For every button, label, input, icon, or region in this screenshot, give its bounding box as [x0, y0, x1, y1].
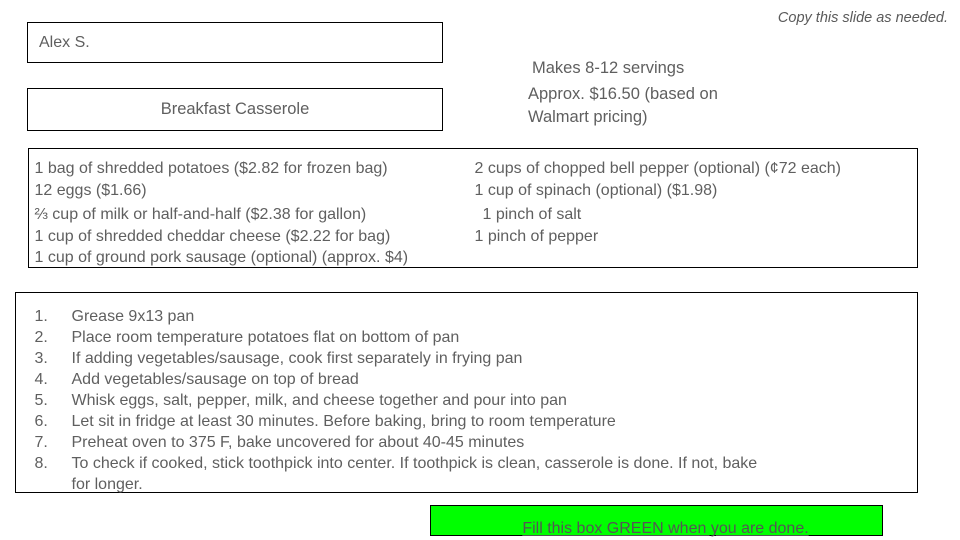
step-text: If adding vegetables/sausage, cook first…: [71, 350, 523, 367]
step-text: Grease 9x13 pan: [71, 308, 195, 325]
recipe-title: Breakfast Casserole: [160, 100, 310, 118]
step-text: Add vegetables/sausage on top of bread: [71, 371, 359, 388]
step-number: 2.: [34, 329, 48, 346]
step-number: 3.: [34, 350, 48, 367]
step-number: 1.: [34, 308, 48, 325]
step-number: 6.: [34, 413, 48, 430]
servings-text: Makes 8-12 servings: [532, 59, 685, 77]
ingredient-item: ⅔ cup of milk or half-and-half ($2.38 fo…: [34, 206, 367, 223]
instruction-step: 8. To check if cooked, stick toothpick i…: [35, 453, 908, 495]
instruction-step: 2. Place room temperature potatoes flat …: [35, 327, 908, 348]
ingredients-textbox[interactable]: 1 bag of shredded potatoes ($2.82 for fr…: [28, 148, 918, 268]
step-text: Whisk eggs, salt, pepper, milk, and chee…: [71, 392, 567, 409]
instruction-step: 4. Add vegetables/sausage on top of brea…: [35, 369, 908, 390]
ingredient-item: 1 pinch of salt: [482, 206, 582, 223]
step-number: 8.: [34, 455, 48, 472]
instruction-step: 7. Preheat oven to 375 F, bake uncovered…: [35, 432, 908, 453]
step-text: To check if cooked, stick toothpick into…: [71, 455, 758, 493]
step-number: 7.: [34, 434, 48, 451]
ingredient-item: 1 cup of spinach (optional) ($1.98): [474, 181, 718, 199]
recipe-title-textbox[interactable]: Breakfast Casserole: [27, 88, 443, 131]
ingredient-item: 2 cups of chopped bell pepper (optional)…: [474, 160, 841, 177]
step-number: 4.: [34, 371, 48, 388]
step-text: Place room temperature potatoes flat on …: [71, 329, 460, 346]
ingredients-left-column: 1 bag of shredded potatoes ($2.82 for fr…: [35, 158, 409, 269]
instruction-step: 6. Let sit in fridge at least 30 minutes…: [35, 411, 908, 432]
step-text: Preheat oven to 375 F, bake uncovered fo…: [71, 434, 525, 451]
cost-text: Approx. $16.50 (based on Walmart pricing…: [528, 85, 718, 126]
instruction-step: 5. Whisk eggs, salt, pepper, milk, and c…: [35, 390, 908, 411]
instructions-textbox[interactable]: 1. Grease 9x13 pan 2. Place room tempera…: [15, 292, 918, 493]
ingredient-item: 1 bag of shredded potatoes ($2.82 for fr…: [34, 160, 388, 177]
ingredient-item: 1 cup of ground pork sausage (optional) …: [34, 249, 409, 266]
ingredient-item: 1 cup of shredded cheddar cheese ($2.22 …: [34, 227, 391, 245]
instruction-step: 3. If adding vegetables/sausage, cook fi…: [35, 348, 908, 369]
student-name-textbox[interactable]: Alex S.: [27, 22, 443, 63]
ingredient-item: 12 eggs ($1.66): [34, 181, 147, 199]
copy-note: Copy this slide as needed.: [777, 10, 948, 26]
ingredient-item: 1 pinch of pepper: [474, 227, 599, 245]
student-name: Alex S.: [39, 33, 90, 51]
done-status-box[interactable]: Fill this box GREEN when you are done.: [430, 505, 883, 537]
ingredients-right-column: 2 cups of chopped bell pepper (optional)…: [475, 158, 841, 247]
step-number: 5.: [34, 392, 48, 409]
instruction-step: 1. Grease 9x13 pan: [35, 306, 908, 327]
step-text: Let sit in fridge at least 30 minutes. B…: [71, 413, 616, 430]
done-status-label: Fill this box GREEN when you are done.: [522, 520, 809, 537]
